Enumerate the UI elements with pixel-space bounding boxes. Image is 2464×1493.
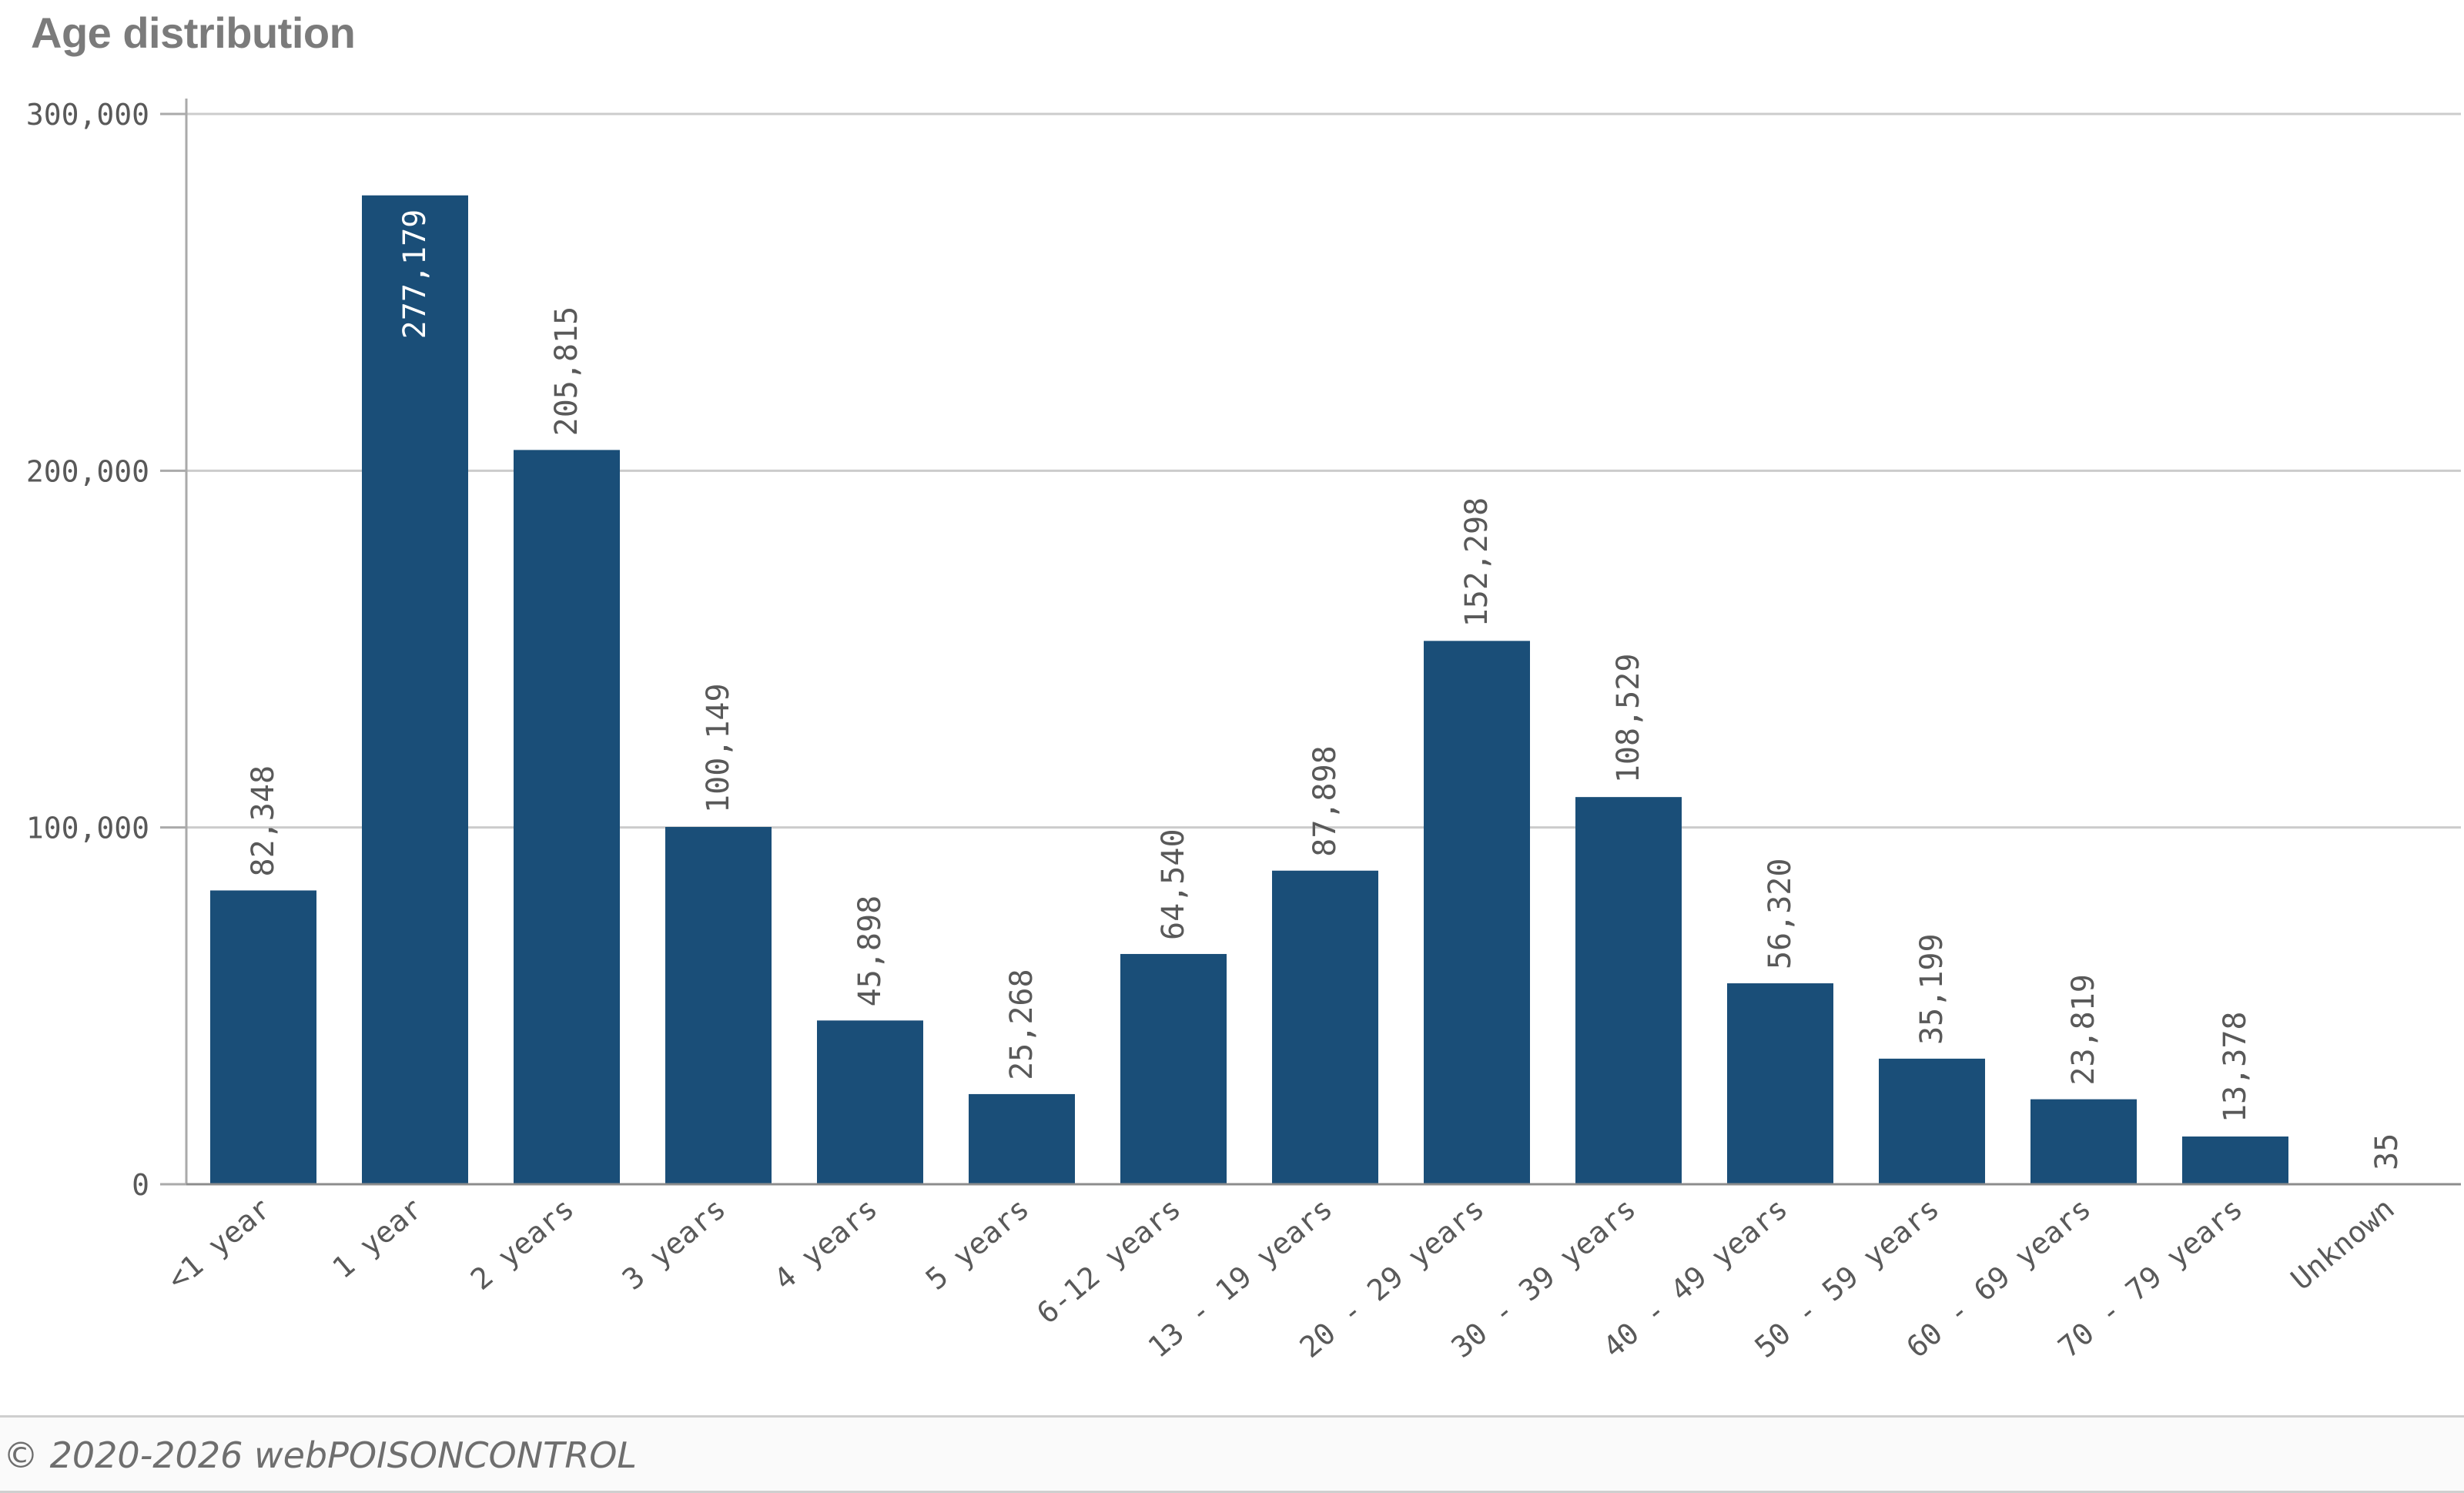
- y-tick-label: 200,000: [26, 454, 149, 488]
- bar: [1424, 641, 1530, 1184]
- bar: [514, 450, 620, 1184]
- x-tick-label: 4 years: [768, 1191, 884, 1297]
- bar: [2030, 1099, 2137, 1184]
- x-tick-label: 6-12 years: [1030, 1191, 1187, 1331]
- x-tick-label: Unknown: [2285, 1191, 2401, 1297]
- bar-value-label: 56,320: [1763, 859, 1798, 970]
- bar: [1727, 983, 1833, 1184]
- x-tick-label: 1 year: [326, 1191, 428, 1285]
- bar-chart: 82,348 277,179 205,815 100,149 45,898 25,268 6…: [26, 98, 2461, 1364]
- bar-value-label: 25,268: [1004, 969, 1040, 1080]
- bar: [2182, 1136, 2288, 1184]
- bar-value-label: 23,819: [2066, 974, 2101, 1086]
- bar: [817, 1020, 923, 1184]
- bar-value-label: 277,179: [397, 209, 433, 340]
- bar-value-label: 205,815: [549, 306, 584, 437]
- bar: [969, 1093, 1075, 1184]
- x-tick-label: 2 years: [464, 1191, 581, 1297]
- bar-value-label: 82,348: [246, 765, 281, 877]
- bar-value-label: 100,149: [701, 683, 736, 813]
- bar-value-label: 64,540: [1156, 829, 1191, 940]
- chart-title: Age distribution: [31, 8, 356, 57]
- x-tick-label: 3 years: [616, 1191, 732, 1297]
- y-tick-label: 300,000: [26, 98, 149, 132]
- bar: [1879, 1058, 1985, 1184]
- bar-value-label: 13,378: [2218, 1012, 2253, 1123]
- bar-value-label: 108,529: [1611, 654, 1646, 784]
- footer: © 2020-2026 webPOISONCONTROL: [0, 1415, 2464, 1493]
- bar: [1120, 953, 1227, 1184]
- bar-value-label: 35,199: [1914, 933, 1950, 1045]
- bar: [1575, 797, 1682, 1184]
- bar: [210, 890, 316, 1184]
- value-labels-layer: 82,348 277,179 205,815 100,149 45,898 25,268 6…: [246, 209, 2405, 1170]
- y-tick-label: 100,000: [26, 812, 149, 845]
- bar-value-label: 35: [2369, 1133, 2405, 1170]
- y-tick-label: 0: [132, 1168, 149, 1202]
- copyright-text: © 2020-2026 webPOISONCONTROL: [3, 1434, 638, 1476]
- x-tick-label: 5 years: [919, 1191, 1036, 1297]
- x-tick-label: <1 year: [161, 1191, 277, 1297]
- bar-value-label: 45,898: [852, 895, 888, 1007]
- bar: [665, 826, 772, 1184]
- bar: [1272, 870, 1378, 1184]
- bars-layer: [210, 195, 2440, 1184]
- bar-value-label: 87,898: [1307, 745, 1343, 857]
- bar-value-label: 152,298: [1459, 497, 1495, 628]
- bar: [362, 195, 468, 1184]
